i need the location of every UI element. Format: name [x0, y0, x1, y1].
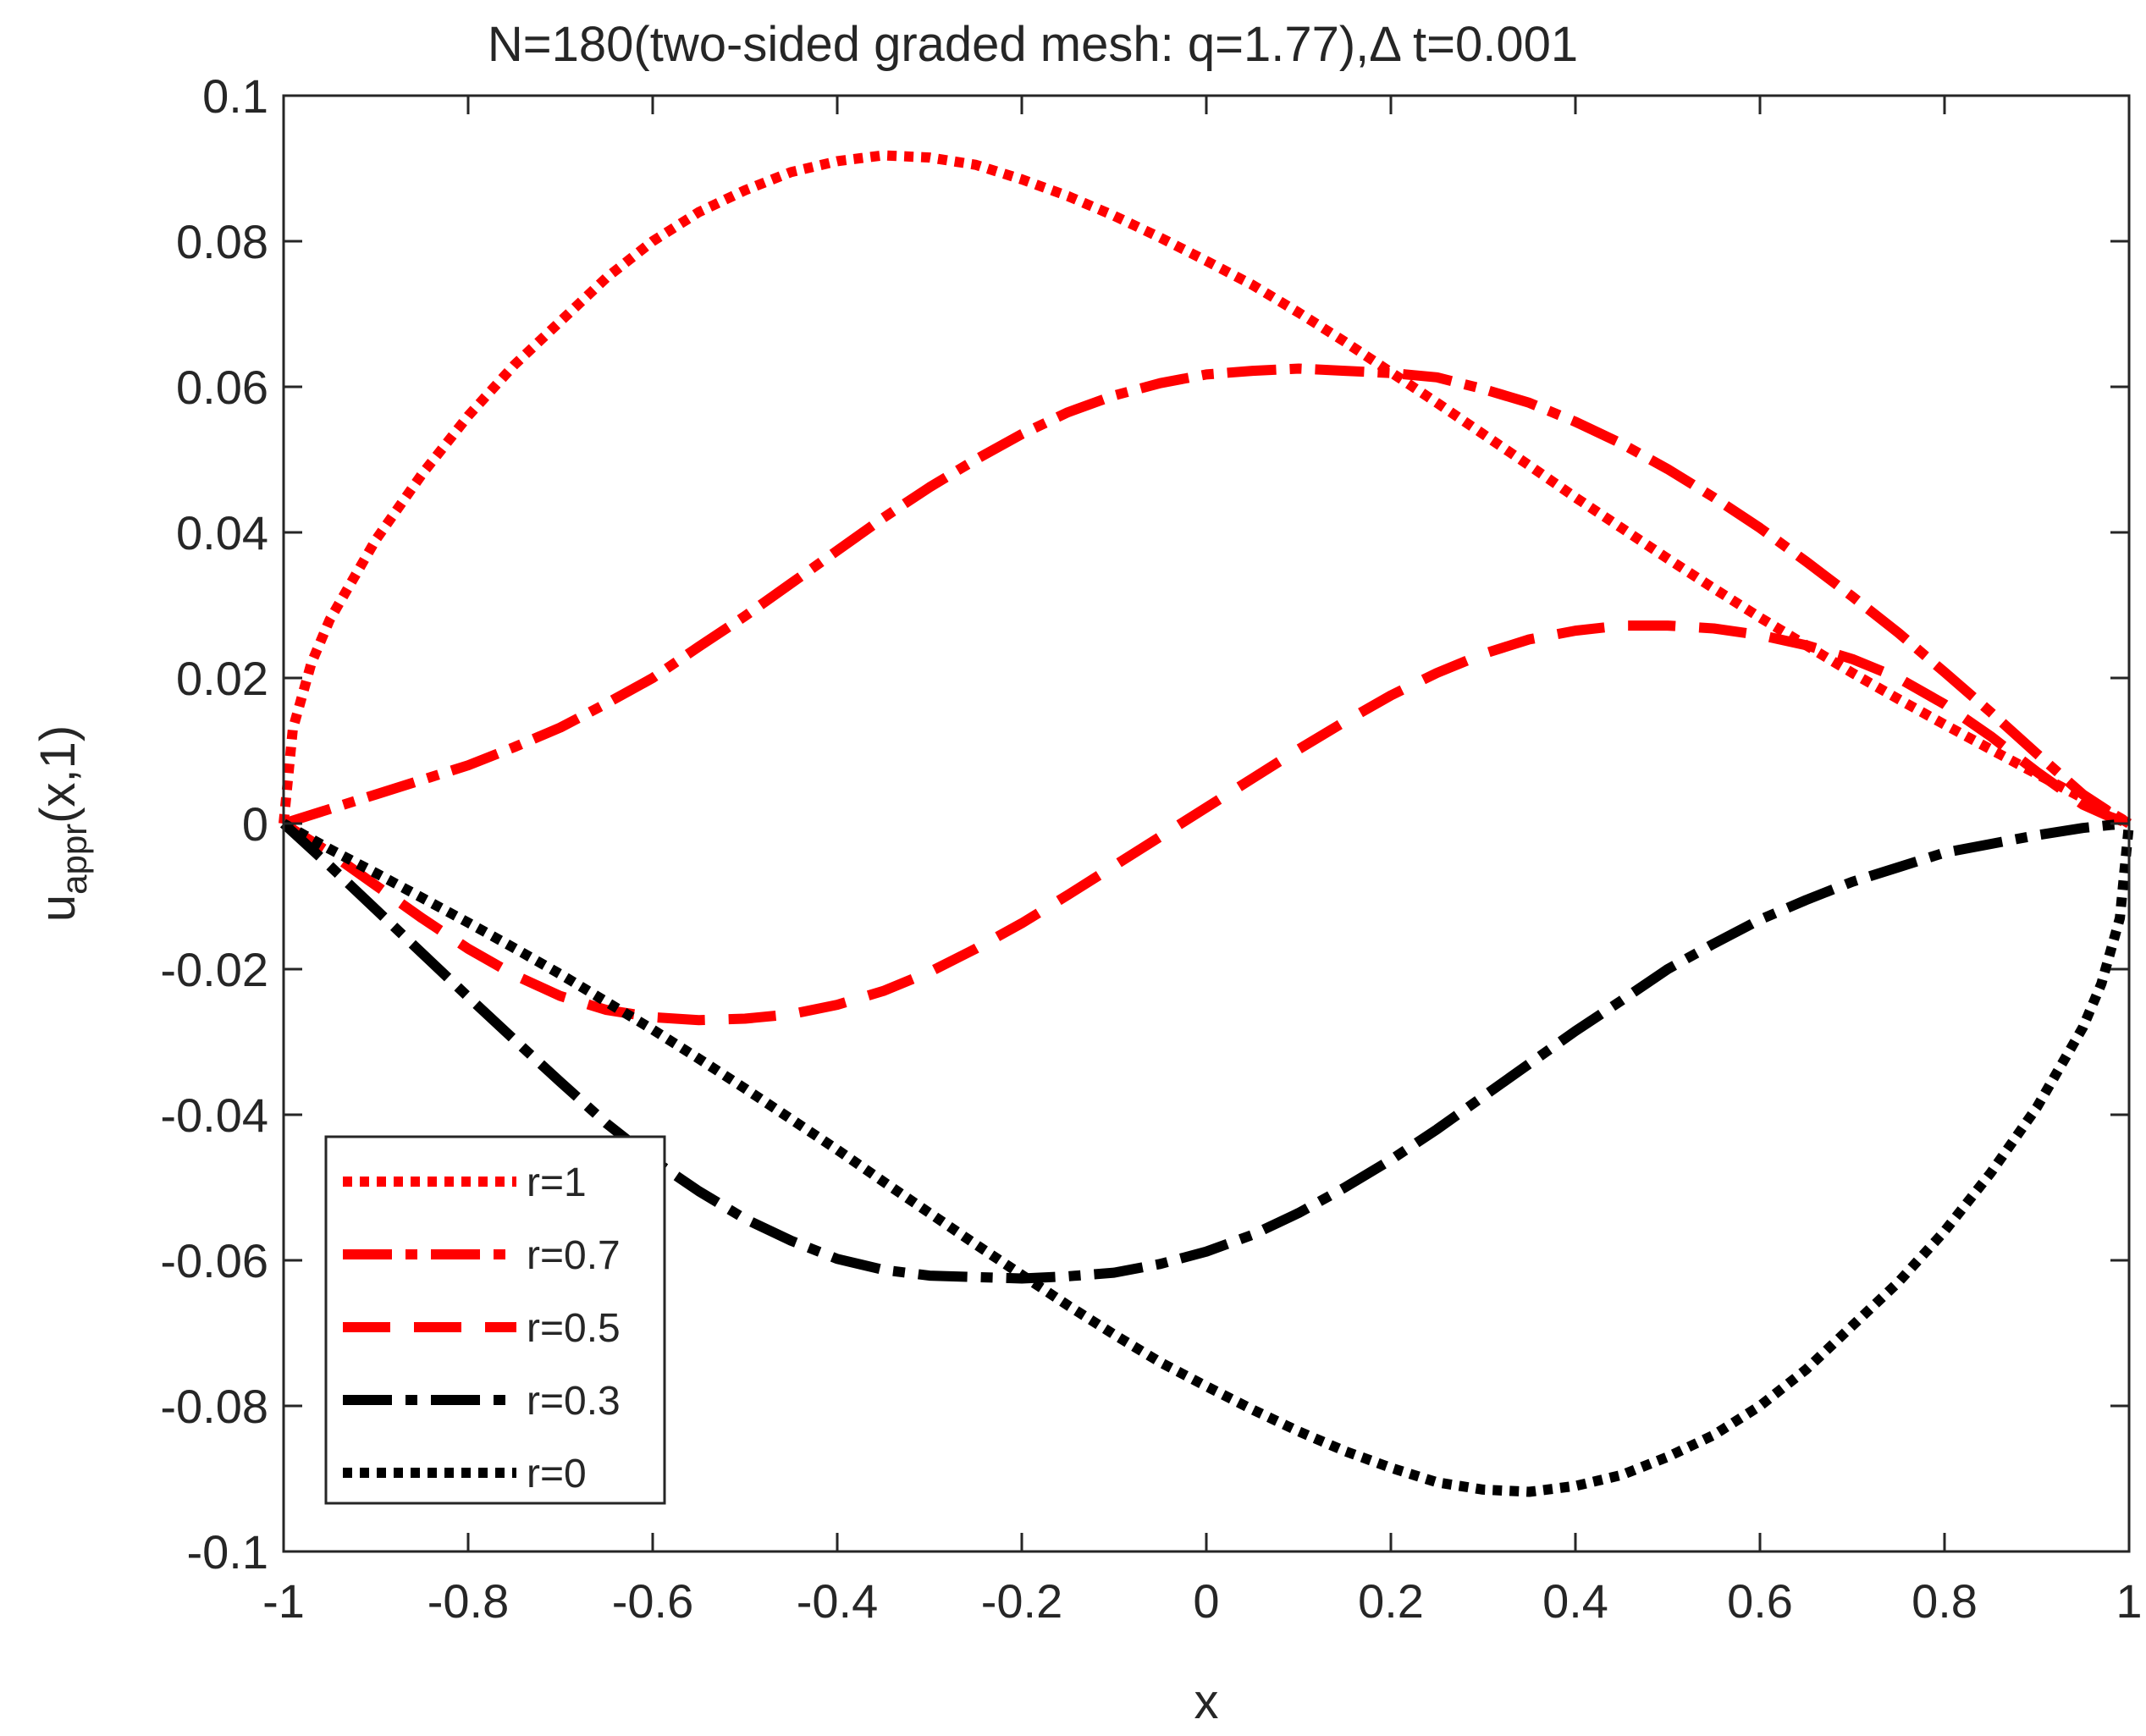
y-tick-label: -0.1	[187, 1525, 269, 1579]
y-tick-label: 0.06	[176, 361, 268, 414]
x-tick-label: 0.8	[1912, 1574, 1978, 1628]
y-tick-label: -0.06	[160, 1234, 268, 1287]
y-axis-label-base: u	[30, 895, 86, 922]
legend-label: r=1	[527, 1160, 587, 1205]
x-tick-label: 1	[2116, 1574, 2142, 1628]
y-tick-label: -0.04	[160, 1088, 268, 1142]
legend-entry: r=0.7	[343, 1233, 621, 1278]
y-axis-label: uappr(x,1)	[30, 725, 94, 922]
y-tick-label: -0.02	[160, 943, 268, 996]
x-tick-label: 0.2	[1358, 1574, 1424, 1628]
y-tick-label: 0	[242, 797, 268, 851]
series-line-r-1	[279, 150, 2132, 829]
x-tick-label: 0	[1193, 1574, 1219, 1628]
chart-title: N=180(two-sided graded mesh: q=1.77),Δ t…	[488, 17, 1578, 72]
x-tick-label: -0.8	[428, 1574, 510, 1628]
series-layer	[279, 150, 2134, 1497]
legend-box	[324, 1135, 666, 1505]
x-tick-label: 0.6	[1727, 1574, 1793, 1628]
tick-layer: -1 -0.8 -0.6 -0.4 -0.2 0 0.2 0.4 0.6 0.8 1 -0.1 -0.0…	[160, 69, 2142, 1628]
y-tick-label: 0.1	[202, 69, 268, 123]
x-tick-label: -0.2	[981, 1574, 1063, 1628]
legend-entry: r=0.3	[343, 1379, 621, 1424]
x-tick-label: -1	[262, 1574, 305, 1628]
legend-label: r=0.7	[527, 1233, 621, 1278]
y-tick-label: 0.08	[176, 215, 268, 268]
legend-label: r=0.5	[527, 1306, 621, 1351]
legend-label: r=0	[527, 1452, 587, 1496]
y-axis-label-subscript: appr	[54, 824, 94, 895]
legend: r=1 r=0.7 r=0.5 r=0.3 r=0	[324, 1135, 666, 1505]
x-tick-label: -0.4	[797, 1574, 879, 1628]
legend-entries: r=1 r=0.7 r=0.5 r=0.3 r=0	[343, 1160, 621, 1496]
series-line-r-0-5	[280, 620, 2131, 1026]
x-tick-label: -0.6	[612, 1574, 694, 1628]
legend-entry: r=0	[343, 1452, 587, 1496]
x-axis-label: x	[1194, 1674, 1219, 1729]
y-axis-label-rest: (x,1)	[30, 725, 86, 824]
y-tick-label: 0.02	[176, 652, 268, 705]
y-tick-label: -0.08	[160, 1380, 268, 1433]
legend-entry: r=0.5	[343, 1306, 621, 1351]
legend-label: r=0.3	[527, 1379, 621, 1424]
y-tick-label: 0.04	[176, 506, 268, 559]
legend-entry: r=1	[343, 1160, 587, 1205]
series-line-r-0-7	[282, 363, 2132, 829]
x-tick-label: 0.4	[1542, 1574, 1608, 1628]
